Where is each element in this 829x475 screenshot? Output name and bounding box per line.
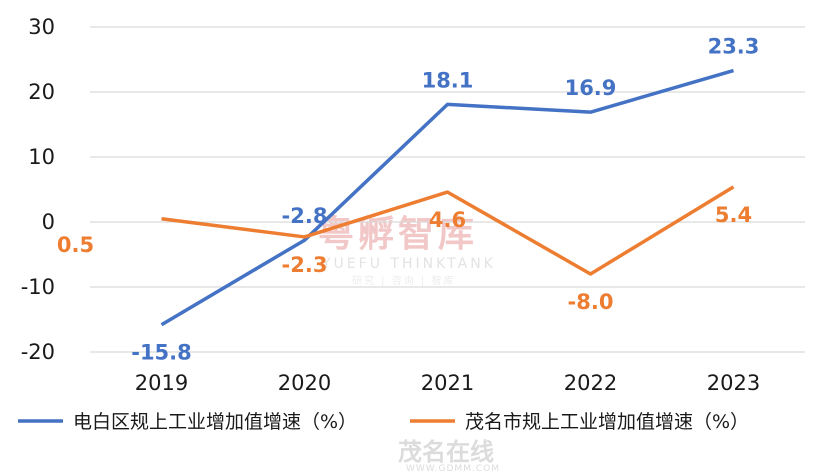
data-label: 4.6 [429, 208, 466, 232]
y-tick-label: -20 [21, 340, 55, 364]
data-label: -2.3 [282, 253, 328, 277]
series-line-1 [160, 68, 734, 327]
gridlines [90, 26, 805, 353]
y-tick-label: 10 [28, 145, 55, 169]
corner-watermark: 茂名在线 WWW.GDMM.COM [398, 438, 500, 474]
data-label: 18.1 [422, 68, 474, 92]
y-axis-ticks: -20 -10 0 10 20 30 [21, 15, 55, 364]
data-label: -15.8 [131, 341, 192, 365]
y-tick-label: 0 [42, 210, 55, 234]
legend-label: 电白区规上工业增加值增速（%） [73, 411, 357, 433]
x-axis-ticks: 2019 2020 2021 2022 2023 [135, 371, 760, 395]
corner-watermark-cn: 茂名在线 [398, 438, 494, 466]
watermark: 粤孵智库 YUEFU THINKTANK 研究 | 咨询 | 智库 [318, 214, 496, 287]
x-tick-label: 2023 [707, 371, 760, 395]
series [160, 68, 735, 327]
data-label: 5.4 [715, 203, 752, 227]
x-tick-label: 2019 [135, 371, 188, 395]
x-tick-label: 2022 [564, 371, 617, 395]
data-labels: -15.8 -2.8 18.1 16.9 23.3 0.5 -2.3 4.6 -8.0 5.4 [57, 35, 760, 365]
y-tick-label: 20 [28, 80, 55, 104]
series-line-2 [161, 185, 735, 276]
x-tick-label: 2020 [278, 371, 331, 395]
data-label: 23.3 [708, 35, 760, 59]
y-tick-label: 30 [28, 15, 55, 39]
watermark-sub: 研究 | 咨询 | 智库 [352, 274, 455, 287]
x-tick-label: 2021 [421, 371, 474, 395]
data-label: 0.5 [57, 233, 94, 257]
data-label: 16.9 [565, 76, 617, 100]
legend: 电白区规上工业增加值增速（%） 茂名市规上工业增加值增速（%） [18, 411, 749, 433]
data-label: -8.0 [568, 290, 614, 314]
watermark-cn: 粤孵智库 [318, 214, 478, 255]
watermark-en: YUEFU THINKTANK [321, 256, 496, 272]
y-tick-label: -10 [21, 275, 55, 299]
data-label: -2.8 [282, 204, 328, 228]
corner-watermark-en: WWW.GDMM.COM [406, 464, 500, 474]
legend-label: 茂名市规上工业增加值增速（%） [465, 411, 749, 433]
